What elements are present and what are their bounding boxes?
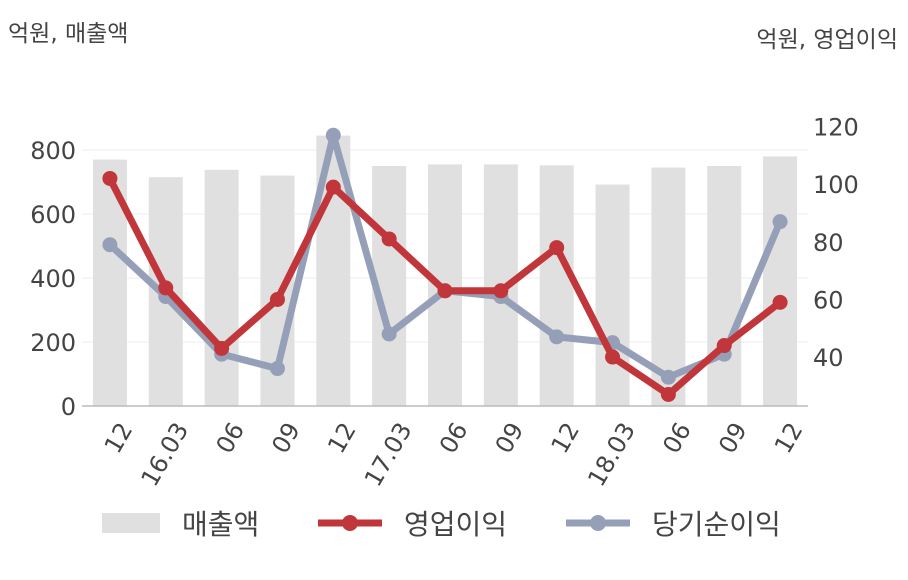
operating-point [158,280,174,296]
x-tick-label: 12 [769,418,809,458]
x-tick-label: 16.03 [136,418,195,492]
left-axis-unit: 억원, 매출액 [8,21,129,47]
legend-label-net: 당기순이익 [652,508,781,541]
legend-swatch-net [566,515,630,531]
net-point [549,329,565,345]
right-tick-label: 120 [813,114,859,142]
operating-point [493,283,509,299]
x-tick-label: 06 [211,418,251,458]
net-point [660,369,676,385]
net-point [381,326,397,342]
x-tick-label: 09 [490,418,530,458]
x-tick-label: 12 [546,418,586,458]
net-point [772,214,788,230]
left-tick-label: 800 [30,137,76,165]
revenue-bar [707,166,742,406]
operating-point [716,338,732,354]
left-tick-label: 0 [61,393,76,421]
x-tick-label: 18.03 [582,418,641,492]
x-tick-label: 12 [99,418,139,458]
right-tick-label: 80 [813,229,844,257]
left-tick-label: 600 [30,201,76,229]
legend-label-revenue: 매출액 [182,508,260,541]
x-tick-label: 09 [713,418,753,458]
net-point [102,237,118,253]
operating-point [102,170,118,186]
legend-item-net: 당기순이익 [566,500,781,546]
right-tick-label: 100 [813,171,859,199]
right-tick-label: 40 [813,344,844,372]
operating-point [381,231,397,247]
operating-point [214,340,230,356]
legend-item-revenue: 매출액 [102,500,259,546]
net-point [325,127,341,143]
operating-point [549,240,565,256]
operating-point [772,294,788,310]
legend: 매출액 영업이익 당기순이익 [0,500,908,546]
x-tick-label: 17.03 [359,418,418,492]
x-tick-label: 06 [657,418,697,458]
operating-point [605,349,621,365]
operating-point [660,386,676,402]
legend-swatch-operating [318,515,382,531]
revenue-bar [539,165,574,406]
right-axis-unit: 억원, 영업이익 [756,27,898,53]
x-tick-label: 12 [322,418,362,458]
legend-label-operating: 영업이익 [404,508,508,541]
left-tick-label: 400 [30,265,76,293]
legend-swatch-revenue [102,513,160,533]
revenue-bar [204,169,239,406]
operating-point [269,291,285,307]
revenue-bar [595,184,630,406]
operating-point [325,179,341,195]
legend-item-operating: 영업이익 [318,500,507,546]
operating-point [437,283,453,299]
revenue-bar [763,156,798,406]
x-tick-label: 09 [266,418,306,458]
left-tick-label: 200 [30,329,76,357]
right-tick-label: 60 [813,286,844,314]
net-point [269,361,285,377]
x-tick-label: 06 [434,418,474,458]
